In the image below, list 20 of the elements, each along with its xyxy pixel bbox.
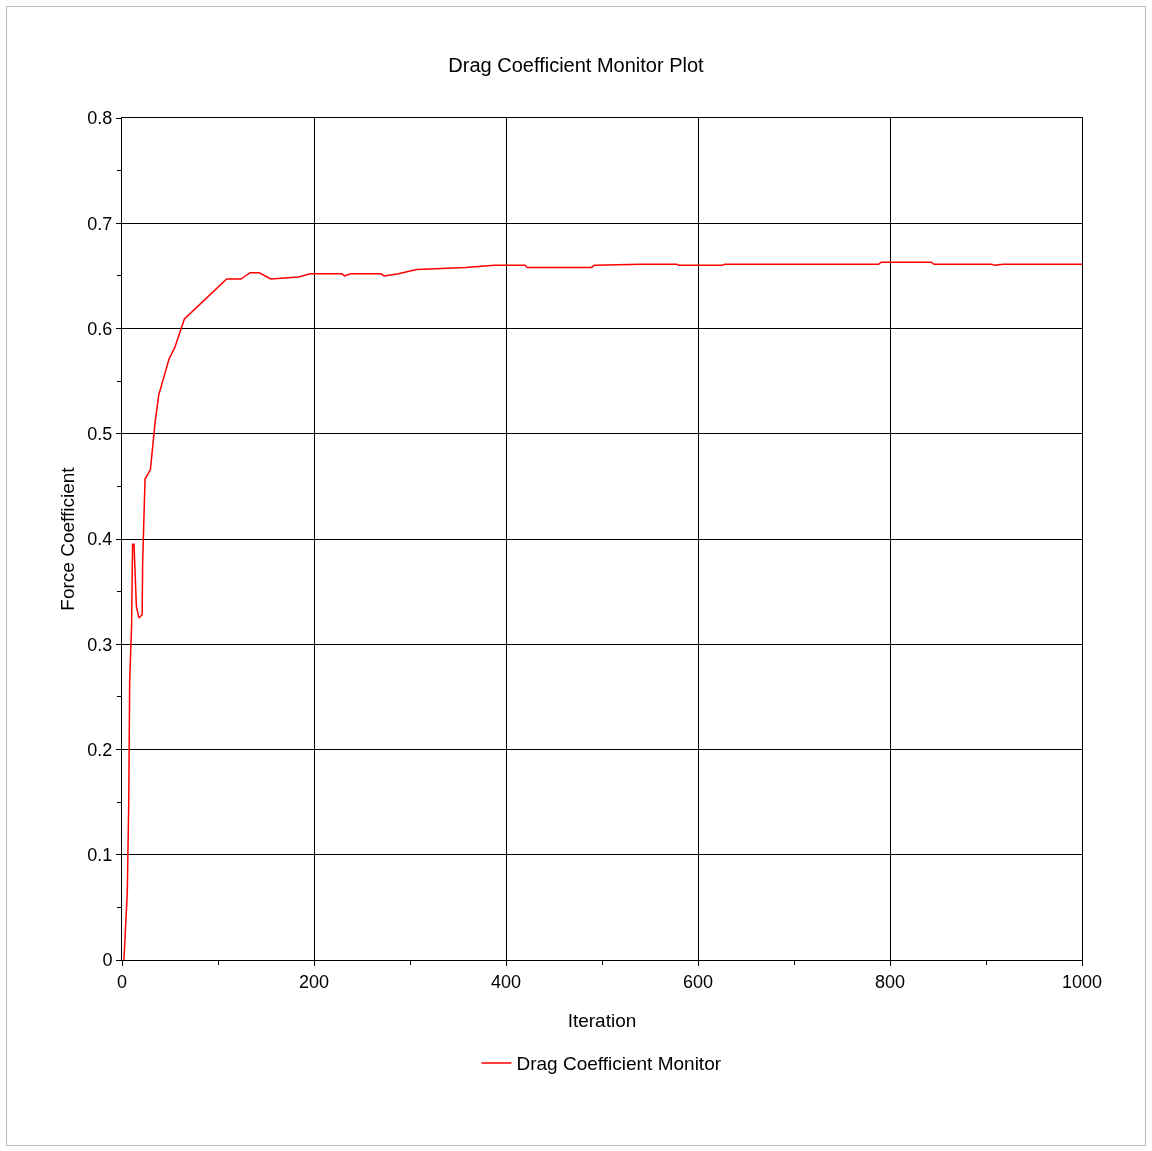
x-tick-label: 0 bbox=[116, 971, 128, 992]
legend-label: Drag Coefficient Monitor bbox=[516, 1053, 722, 1075]
x-tick-label: 800 bbox=[874, 971, 906, 992]
x-axis-title: Iteration bbox=[567, 1010, 637, 1031]
y-axis-title: Force Coefficient bbox=[57, 466, 78, 611]
y-tick-label: 0.2 bbox=[87, 739, 113, 760]
line-series bbox=[123, 261, 1082, 960]
x-tick-label: 1000 bbox=[1061, 971, 1103, 992]
chart-title: Drag Coefficient Monitor Plot bbox=[448, 54, 705, 77]
x-tick-label: 600 bbox=[682, 971, 714, 992]
y-tick-label: 0.5 bbox=[87, 424, 113, 445]
y-tick-label: 0.7 bbox=[87, 213, 113, 234]
y-tick-label: 0.6 bbox=[87, 318, 113, 339]
y-tick-label: 0 bbox=[102, 950, 113, 971]
y-tick-label: 0.4 bbox=[87, 529, 113, 550]
x-tick-label: 200 bbox=[298, 971, 330, 992]
y-tick-label: 0.1 bbox=[87, 845, 113, 866]
x-tick-label: 400 bbox=[490, 971, 522, 992]
y-tick-label: 0.8 bbox=[87, 108, 113, 129]
y-tick-label: 0.3 bbox=[87, 634, 113, 655]
